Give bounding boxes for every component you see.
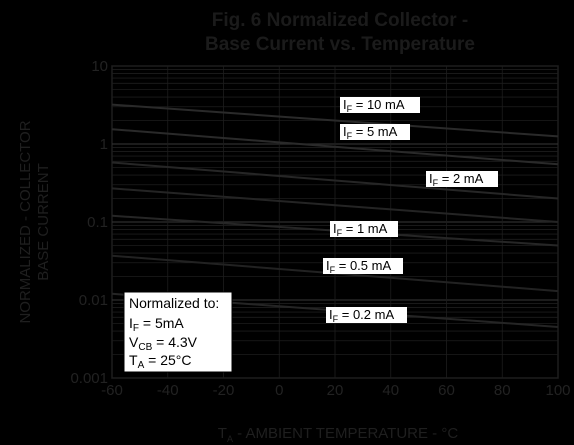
note-line2-main: I	[129, 315, 133, 331]
curve-label-main: I	[333, 221, 337, 236]
curve-label-sub: F	[347, 131, 353, 141]
note-line4: TA = 25°C	[129, 352, 191, 371]
y-tick-label: 1	[100, 136, 108, 153]
note-line3-sub: CB	[138, 342, 152, 353]
y-tick-labels: 0.001 0.01 0.1 1 10	[70, 58, 108, 387]
curve-label-text: IF = 0.5 mA	[326, 258, 391, 275]
curve-label: IF = 0.5 mA	[323, 258, 403, 275]
curve-label-text: IF = 10 mA	[343, 97, 405, 114]
curve-label-main: I	[343, 97, 347, 112]
series-line	[111, 103, 559, 138]
curve-label-sub: F	[330, 265, 336, 275]
note-line1: Normalized to:	[129, 295, 219, 311]
y-axis-label-line1: NORMALIZED - COLLECTOR	[17, 120, 34, 323]
note-line4-main: T	[129, 352, 138, 368]
note-line4-rest: = 25°C	[144, 352, 191, 368]
note-line3-rest: = 4.3V	[152, 334, 197, 350]
curve-label-box	[340, 97, 420, 113]
x-axis-label-sub: A	[227, 434, 233, 444]
curve-label-rest: = 0.2 mA	[338, 307, 394, 322]
curve-label: IF = 0.2 mA	[326, 307, 407, 324]
series-line	[111, 187, 559, 223]
curve-label-rest: = 2 mA	[438, 171, 483, 186]
curve-label-box	[330, 221, 398, 237]
x-tick-label: 100	[545, 382, 570, 399]
x-axis-label: TA - AMBIENT TEMPERATURE - °C	[218, 425, 459, 444]
x-tick-label: -20	[213, 382, 235, 399]
x-tick-labels: -60 -40 -20 0 20 40 60 80 100	[101, 382, 570, 399]
curve-label-text: IF = 2 mA	[429, 171, 484, 188]
x-axis-label-main: T	[218, 425, 227, 442]
series-line	[111, 128, 559, 166]
curve-label-sub: F	[347, 104, 353, 114]
y-axis-label: NORMALIZED - COLLECTOR BASE CURRENT	[17, 120, 52, 323]
note-line3: VCB = 4.3V	[129, 334, 198, 353]
chart-title-line2: Base Current vs. Temperature	[205, 34, 475, 55]
x-tick-label: 20	[327, 382, 344, 399]
curve-label-rest: = 5 mA	[352, 124, 397, 139]
curve-label-text: IF = 1 mA	[333, 221, 388, 238]
y-tick-label: 0.001	[70, 370, 108, 387]
x-axis-label-rest: - AMBIENT TEMPERATURE - °C	[233, 425, 458, 442]
curve-label-main: I	[326, 258, 330, 273]
y-tick-label: 10	[91, 58, 108, 75]
curve-label-main: I	[429, 171, 433, 186]
normalized-note: Normalized to: IF = 5mA VCB = 4.3V TA = …	[123, 291, 233, 373]
series-line	[111, 161, 559, 200]
curve-label-rest: = 1 mA	[342, 221, 387, 236]
curve-label-box	[323, 258, 403, 274]
x-tick-label: -40	[157, 382, 179, 399]
note-line2-rest: = 5mA	[139, 315, 184, 331]
curve-label: IF = 10 mA	[340, 97, 420, 114]
curve-label-rest: = 10 mA	[352, 97, 405, 112]
x-tick-label: 80	[494, 382, 511, 399]
note-box	[123, 291, 233, 373]
series-group	[111, 103, 559, 328]
curve-label-box	[340, 124, 410, 140]
note-line2: IF = 5mA	[129, 315, 184, 334]
curve-label-box	[426, 171, 498, 187]
x-tick-label: 0	[275, 382, 283, 399]
curve-label-sub: F	[433, 178, 439, 188]
y-tick-label: 0.1	[87, 214, 108, 231]
curve-label-text: IF = 5 mA	[343, 124, 398, 141]
curve-label-text: IF = 0.2 mA	[329, 307, 394, 324]
note-line4-sub: A	[138, 360, 145, 371]
x-tick-label: 60	[438, 382, 455, 399]
curve-label-sub: F	[333, 314, 339, 324]
chart-title-line1: Fig. 6 Normalized Collector -	[212, 10, 469, 31]
note-line3-main: V	[129, 334, 139, 350]
curve-label-main: I	[329, 307, 333, 322]
note-line2-sub: F	[133, 323, 139, 334]
curve-label: IF = 5 mA	[340, 124, 410, 141]
curve-label: IF = 2 mA	[426, 171, 498, 188]
curve-label: IF = 1 mA	[330, 221, 398, 238]
curve-label-rest: = 0.5 mA	[335, 258, 391, 273]
curve-label-main: I	[343, 124, 347, 139]
y-tick-label: 0.01	[79, 292, 108, 309]
curve-label-box	[326, 307, 407, 323]
x-tick-label: 40	[382, 382, 399, 399]
curve-label-sub: F	[337, 228, 343, 238]
x-tick-label: -60	[101, 382, 123, 399]
y-axis-label-line2: BASE CURRENT	[35, 163, 52, 281]
